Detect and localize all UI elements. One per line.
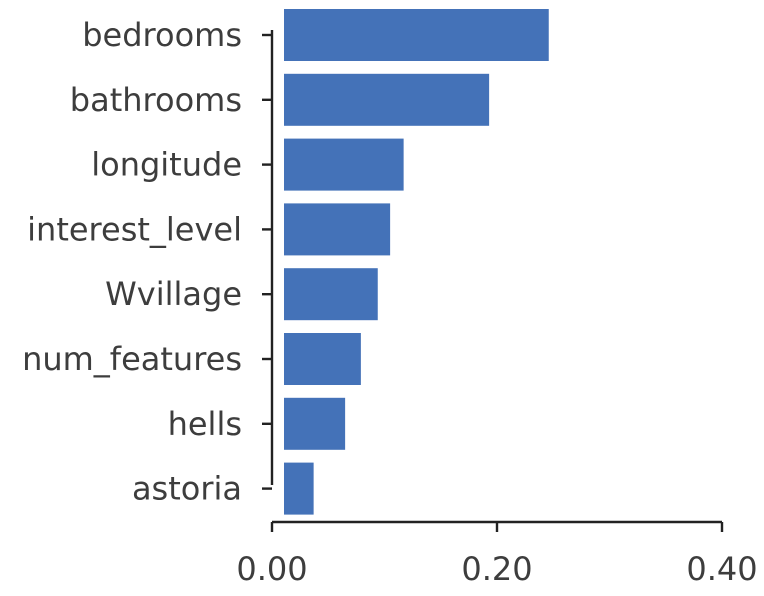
y-tick-label-num_features: num_features <box>22 340 242 378</box>
bar-interest_level <box>284 203 391 256</box>
bar-bedrooms <box>284 9 549 61</box>
y-tick-label-bathrooms: bathrooms <box>70 81 242 119</box>
bar-num_features <box>284 333 361 385</box>
y-tick-label-Wvillage: Wvillage <box>105 275 242 313</box>
x-tick-label-2: 0.40 <box>686 550 757 588</box>
y-tick-label-longitude: longitude <box>91 146 242 184</box>
bar-bathrooms <box>284 73 490 126</box>
x-tick-label-0: 0.00 <box>236 550 307 588</box>
y-tick-label-interest_level: interest_level <box>27 210 242 248</box>
y-axis: bedrooms bathrooms longitude interest_level… <box>22 16 274 508</box>
bar-Wvillage <box>284 268 378 321</box>
y-tick-label-astoria: astoria <box>132 470 242 508</box>
bar-longitude <box>284 138 404 191</box>
x-tick-label-1: 0.20 <box>461 550 532 588</box>
y-tick-label-hells: hells <box>168 405 242 443</box>
bar-astoria <box>284 462 314 515</box>
bars-group <box>284 9 549 515</box>
bar-hells <box>284 397 346 450</box>
y-tick-label-bedrooms: bedrooms <box>82 16 242 54</box>
x-axis: 0.00 0.20 0.40 <box>236 520 758 588</box>
